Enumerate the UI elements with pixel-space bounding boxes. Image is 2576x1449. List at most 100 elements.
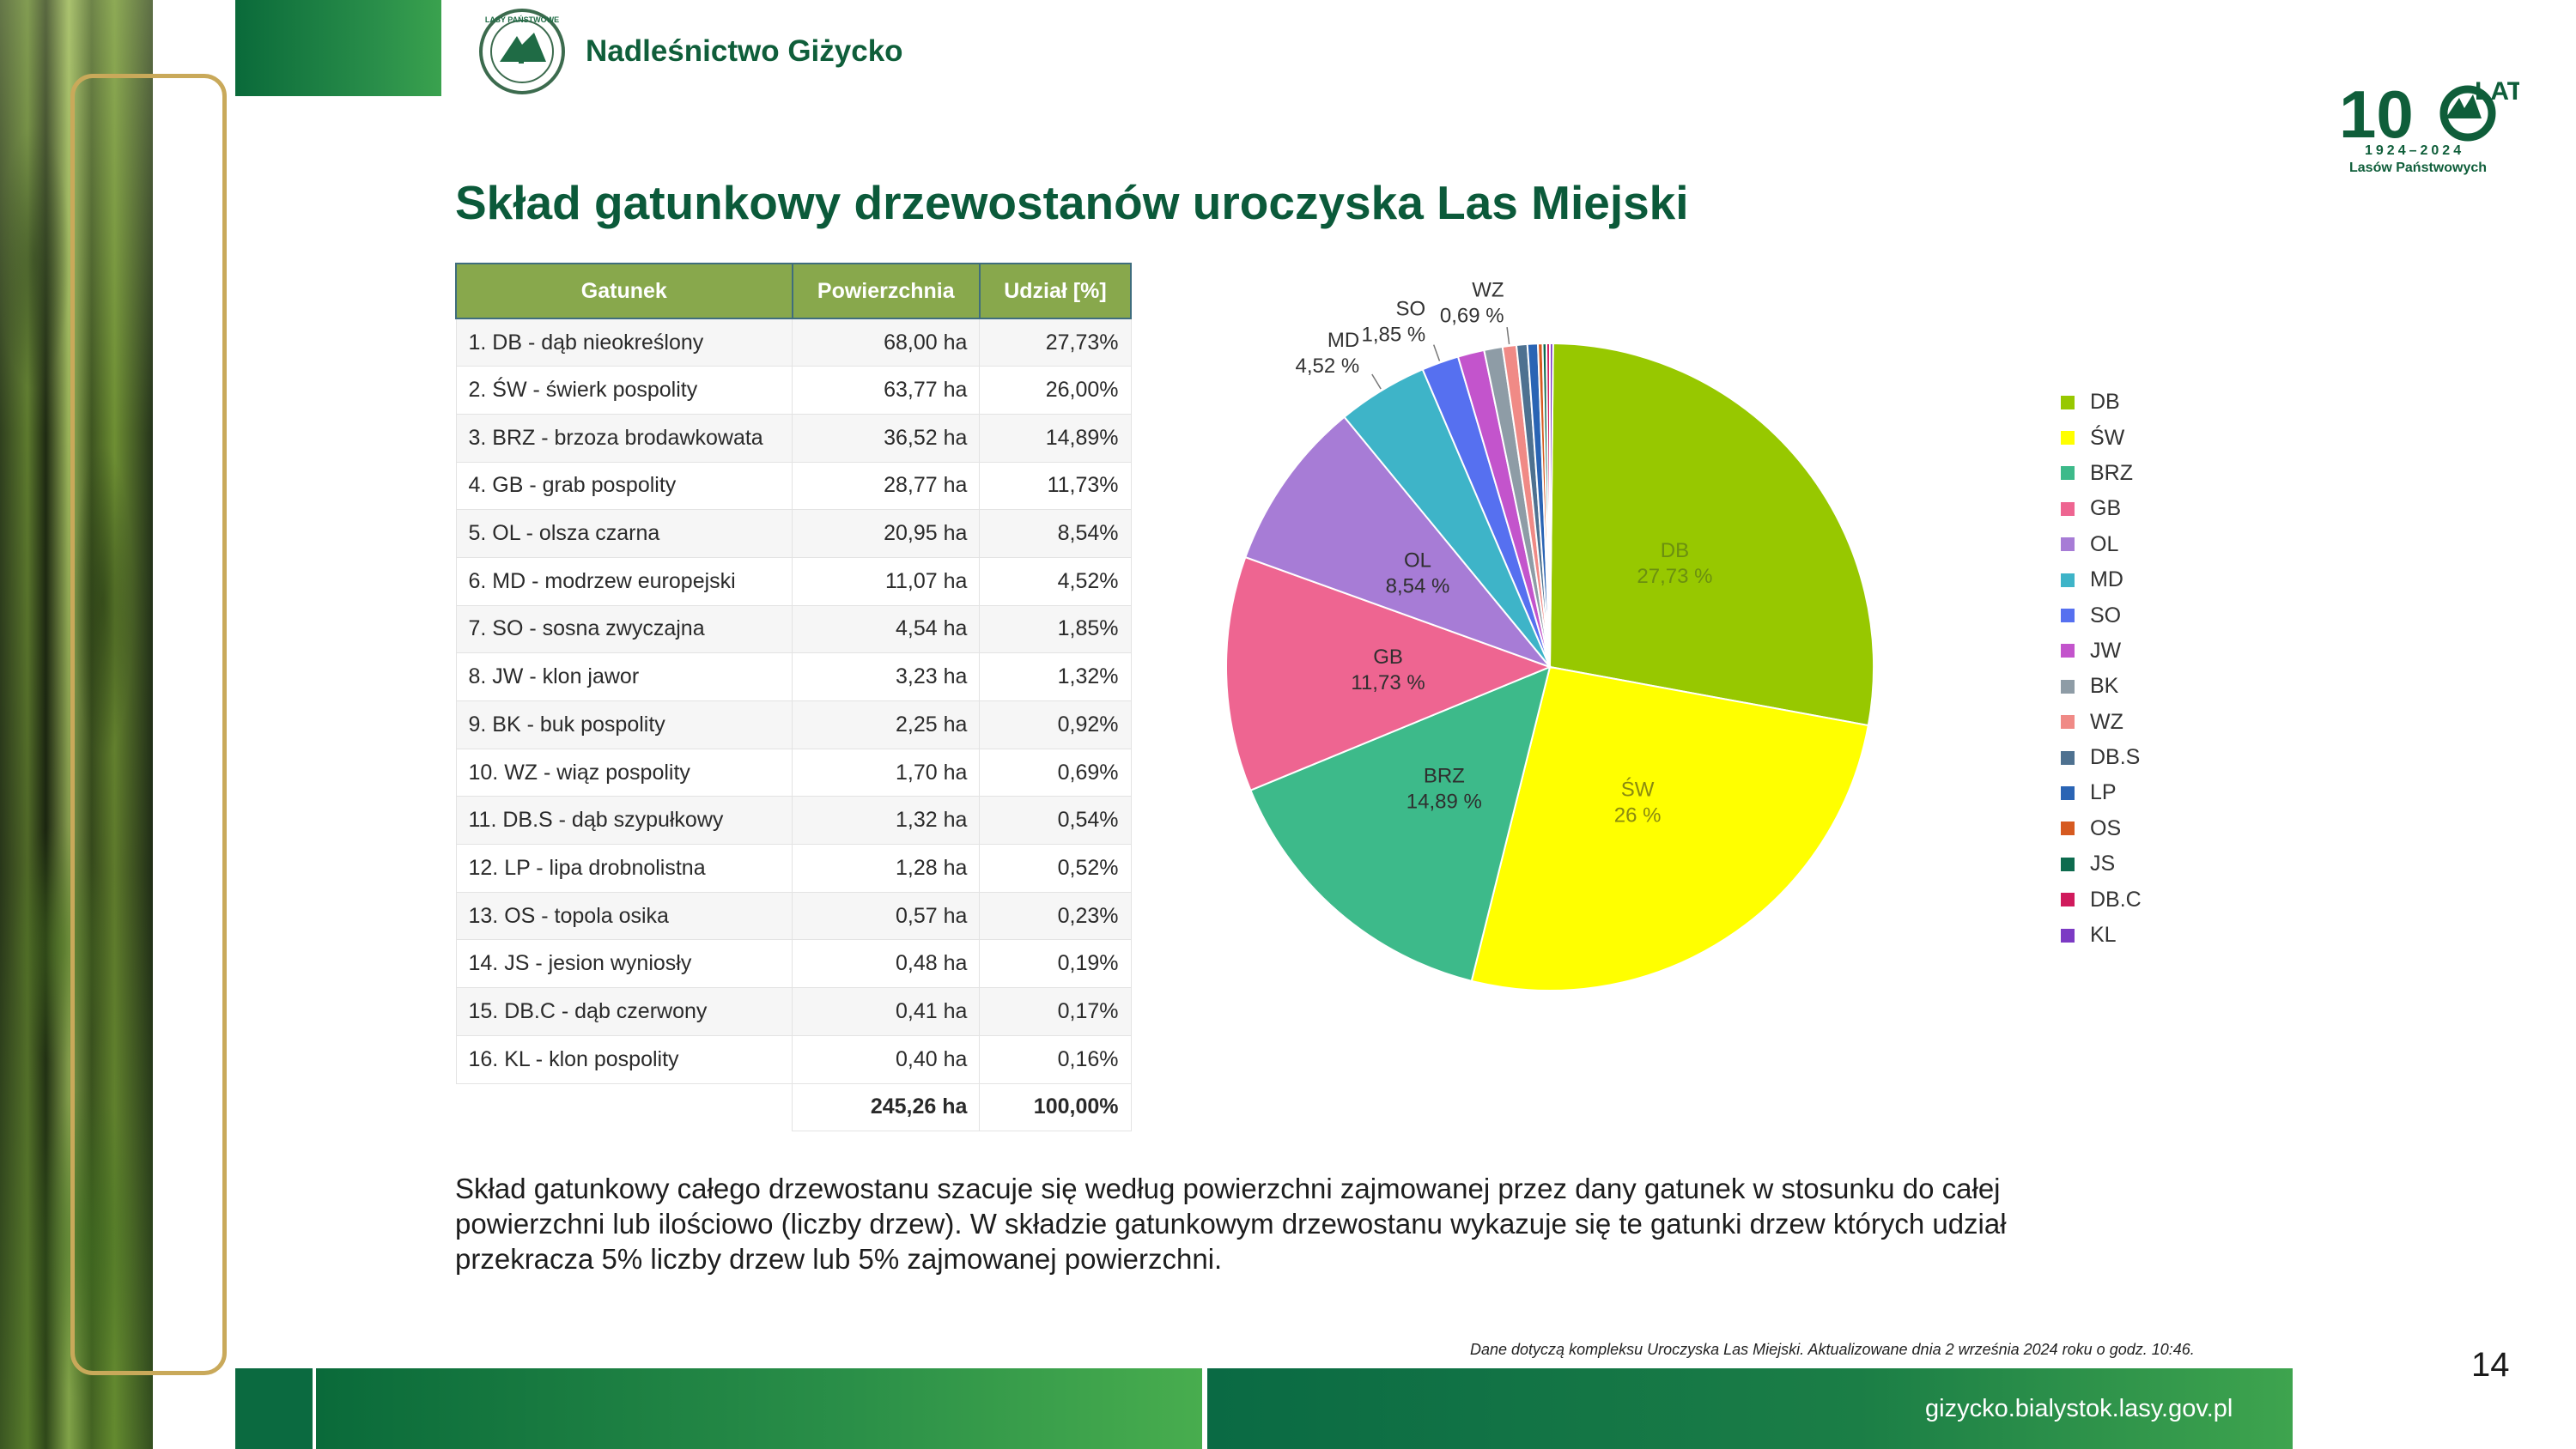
footer-website-link[interactable]: gizycko.bialystok.lasy.gov.pl [1925, 1395, 2233, 1422]
cell-area: 0,41 ha [792, 987, 981, 1036]
table-row: 6. MD - modrzew europejski 11,07 ha 4,52% [455, 556, 1132, 606]
pie-slice-brz [1249, 665, 1552, 983]
legend-swatch [2061, 395, 2075, 409]
legend-item: GB [2061, 491, 2142, 526]
legend-item: OS [2061, 811, 2142, 846]
legend-item: JW [2061, 634, 2142, 669]
legend-swatch [2061, 501, 2075, 516]
legend-item: SO [2061, 597, 2142, 633]
data-label-value: 27,73 % [1637, 565, 1712, 588]
cell-species: 6. MD - modrzew europejski [455, 556, 793, 606]
legend-label: BRZ [2090, 460, 2133, 485]
legend-item: KL [2061, 918, 2142, 953]
legend-swatch [2061, 609, 2075, 623]
table-row: 9. BK - buk pospolity 2,25 ha 0,92% [455, 700, 1132, 749]
data-label-name: MD [1327, 329, 1359, 352]
legend-item: OL [2061, 527, 2142, 562]
cell-share: 0,17% [979, 987, 1132, 1036]
legend-item: BK [2061, 669, 2142, 704]
cell-species: 14. JS - jesion wyniosły [455, 939, 793, 989]
jubilee-years: 1924–2024 [2365, 143, 2464, 158]
cell-share: 26,00% [979, 366, 1132, 415]
lasy-panstwowe-logo: LASY PAŃSTWOWE [479, 9, 565, 94]
footer-green-block-right [1207, 1368, 2293, 1449]
jubilee-subtitle: Lasów Państwowych [2349, 161, 2487, 175]
legend-swatch [2061, 750, 2075, 765]
cell-species: 7. SO - sosna zwyczajna [455, 604, 793, 654]
legend-label: LP [2090, 780, 2117, 805]
leader-line [1433, 344, 1441, 361]
footer-green-block-left [235, 1368, 313, 1449]
jubilee-number: 10 [2339, 77, 2414, 152]
cell-species: 2. ŚW - świerk pospolity [455, 366, 793, 415]
column-header-species: Gatunek [455, 263, 793, 319]
table-total-row: 245,26 ha 100,00% [456, 1082, 1132, 1132]
legend-swatch [2061, 928, 2075, 943]
jubilee-lat: LAT [2475, 77, 2519, 106]
logo-seal-text: LASY PAŃSTWOWE [485, 15, 559, 24]
legend-swatch [2061, 822, 2075, 836]
cell-species: 13. OS - topola osika [455, 891, 793, 941]
cell-share: 27,73% [979, 318, 1132, 367]
cell-species: 9. BK - buk pospolity [455, 700, 793, 749]
legend-label: GB [2090, 496, 2122, 521]
data-label-value: 11,73 % [1351, 671, 1425, 694]
column-header-area: Powierzchnia [791, 263, 981, 319]
table-row: 3. BRZ - brzoza brodawkowata 36,52 ha 14,8… [455, 413, 1132, 463]
legend-label: DB.C [2090, 887, 2142, 912]
legend-item: BRZ [2061, 456, 2142, 491]
legend-item: WZ [2061, 705, 2142, 740]
pie-slice-ol [1244, 415, 1553, 670]
data-label-value: 26 % [1614, 803, 1662, 827]
cell-share: 0,19% [979, 939, 1132, 989]
cell-share: 0,69% [979, 748, 1132, 797]
legend-item: JS [2061, 846, 2142, 882]
column-header-share: Udział [%] [978, 263, 1133, 319]
legend-label: JS [2090, 852, 2116, 876]
leader-line [1506, 327, 1510, 345]
table-row: 16. KL - klon pospolity 0,40 ha 0,16% [455, 1034, 1132, 1084]
legend-item: DB.C [2061, 882, 2142, 917]
chart-legend: DB ŚW BRZ GB OL MD SO JW BK WZ DB.S LP OS JS DB.C KL [2061, 385, 2142, 953]
header-green-block [235, 0, 441, 96]
gold-frame-decoration [70, 74, 227, 1375]
data-label-name: ŚW [1621, 777, 1655, 801]
legend-item: DB [2061, 385, 2142, 420]
data-label-value: 0,69 % [1440, 304, 1504, 327]
cell-area: 20,95 ha [792, 509, 981, 558]
cell-species: 12. LP - lipa drobnolistna [455, 844, 793, 893]
cell-total-share: 100,00% [979, 1082, 1132, 1132]
cell-share: 11,73% [979, 461, 1132, 511]
page-number: 14 [2471, 1346, 2510, 1384]
legend-swatch [2061, 857, 2075, 871]
cell-species: 3. BRZ - brzoza brodawkowata [455, 413, 793, 463]
cell-species: 11. DB.S - dąb szypułkowy [455, 796, 793, 846]
footer-green-block-middle [316, 1368, 1202, 1449]
legend-label: JW [2090, 638, 2122, 663]
pie-slice-gb [1225, 555, 1552, 791]
legend-swatch [2061, 466, 2075, 481]
table-body: 1. DB - dąb nieokreślony 68,00 ha 27,73% 2.… [455, 318, 1132, 1132]
table-row: 11. DB.S - dąb szypułkowy 1,32 ha 0,54% [455, 796, 1132, 846]
legend-item: ŚW [2061, 420, 2142, 455]
legend-swatch [2061, 715, 2075, 730]
cell-share: 4,52% [979, 556, 1132, 606]
table-row: 1. DB - dąb nieokreślony 68,00 ha 27,73% [455, 318, 1132, 367]
legend-item: MD [2061, 562, 2142, 597]
cell-share: 0,52% [979, 844, 1132, 893]
legend-swatch [2061, 537, 2075, 552]
data-label-name: OL [1404, 549, 1431, 572]
cell-species: 8. JW - klon jawor [455, 652, 793, 701]
table-row: 15. DB.C - dąb czerwony 0,41 ha 0,17% [455, 987, 1132, 1036]
cell-share: 14,89% [979, 413, 1132, 463]
cell-species: 10. WZ - wiąz pospolity [455, 748, 793, 797]
cell-total-blank [456, 1083, 793, 1131]
data-label-name: BRZ [1424, 765, 1465, 788]
cell-species: 15. DB.C - dąb czerwony [455, 987, 793, 1036]
pie-slice-św [1470, 665, 1869, 991]
species-table: Gatunek Powierzchnia Udział [%] 1. DB - … [455, 263, 1133, 1132]
legend-label: DB [2090, 390, 2120, 415]
legend-label: SO [2090, 603, 2122, 627]
cell-share: 0,54% [979, 796, 1132, 846]
